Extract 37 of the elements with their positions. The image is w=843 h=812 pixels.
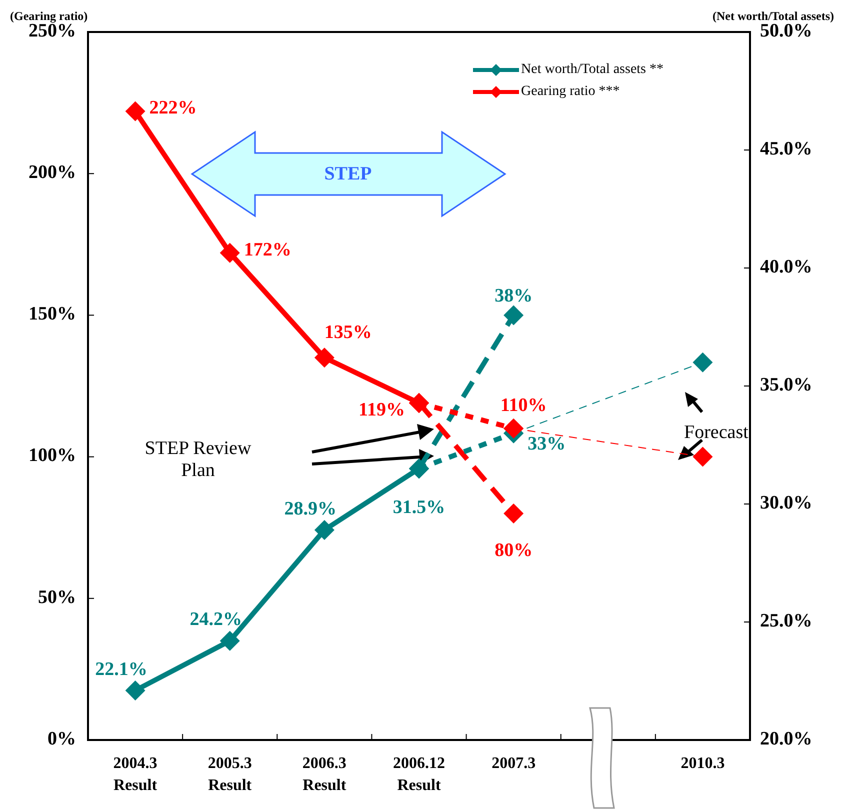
legend-label: Net worth/Total assets ** [521, 62, 664, 78]
y-tick-label: 150% [28, 304, 76, 325]
y2-tick-label: 30.0% [760, 492, 812, 514]
y-tick-label: 0% [48, 728, 76, 750]
annotation: Forecast [684, 422, 750, 443]
data-label: 172% [244, 239, 292, 260]
y-tick-label: 50% [38, 586, 76, 608]
x-tick-label: 2006.3 Result [302, 755, 347, 794]
data-label: 22.1% [95, 658, 148, 680]
y2-tick-label: 45.0% [760, 138, 812, 160]
x-tick-label: 2005.3 Result [208, 755, 252, 794]
x-tick-label: 2004.3 Result [113, 755, 158, 794]
data-label: 110% [500, 394, 547, 416]
data-label: 135% [324, 322, 372, 344]
x-tick-label: 2007.3 [492, 755, 536, 772]
annotation: STEP [324, 163, 372, 184]
data-label: 80% [494, 540, 533, 561]
annotation: STEP Review Plan [144, 438, 252, 481]
data-label: 38% [494, 286, 533, 307]
x-tick-label: 2006.12 Result [393, 755, 445, 794]
data-label: 119% [358, 399, 405, 420]
y2-tick-label: 35.0% [760, 374, 812, 396]
y-axis-title: (Gearing ratio) [10, 9, 88, 23]
data-label: 222% [149, 98, 197, 119]
y-tick-label: 100% [28, 445, 76, 466]
y2-tick-label: 20.0% [760, 728, 812, 750]
y2-tick-label: 40.0% [760, 256, 812, 278]
legend-label: Gearing ratio *** [521, 84, 620, 100]
y2-tick-label: 50.0% [760, 20, 812, 42]
y2-axis-title: (Net worth/Total assets) [712, 9, 834, 23]
data-label: 24.2% [190, 609, 242, 630]
data-label: 31.5% [392, 496, 446, 518]
y2-tick-label: 25.0% [760, 610, 812, 632]
data-label: 33% [528, 434, 566, 455]
data-label: 28.9% [284, 498, 337, 520]
y-tick-label: 200% [28, 162, 76, 183]
x-tick-label: 2010.3 [680, 755, 725, 772]
